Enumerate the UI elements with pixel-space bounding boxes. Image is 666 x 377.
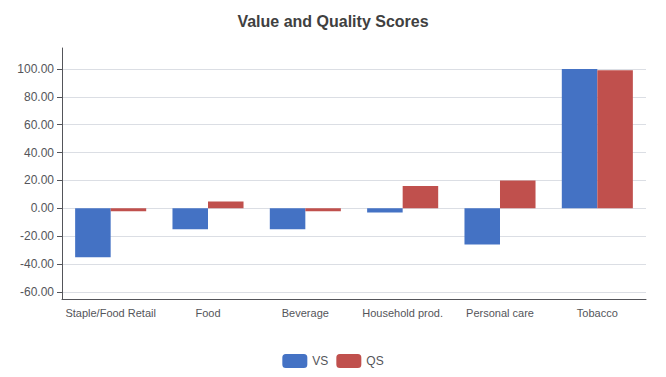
svg-text:0.00: 0.00	[31, 201, 55, 215]
svg-text:QS: QS	[366, 354, 383, 368]
svg-text:Personal care: Personal care	[466, 307, 534, 319]
svg-text:Household prod.: Household prod.	[362, 307, 443, 319]
svg-text:Beverage: Beverage	[282, 307, 329, 319]
svg-text:Value and Quality Scores: Value and Quality Scores	[237, 13, 428, 30]
svg-text:-60.00: -60.00	[20, 285, 54, 299]
svg-text:VS: VS	[312, 354, 328, 368]
svg-text:80.00: 80.00	[24, 90, 54, 104]
svg-text:-40.00: -40.00	[20, 257, 54, 271]
svg-text:60.00: 60.00	[24, 118, 54, 132]
svg-text:-20.00: -20.00	[20, 229, 54, 243]
svg-text:Food: Food	[195, 307, 220, 319]
svg-text:100.00: 100.00	[17, 62, 54, 76]
svg-text:40.00: 40.00	[24, 146, 54, 160]
svg-text:Tobacco: Tobacco	[577, 307, 618, 319]
svg-text:Staple/Food Retail: Staple/Food Retail	[65, 307, 156, 319]
svg-text:20.00: 20.00	[24, 173, 54, 187]
